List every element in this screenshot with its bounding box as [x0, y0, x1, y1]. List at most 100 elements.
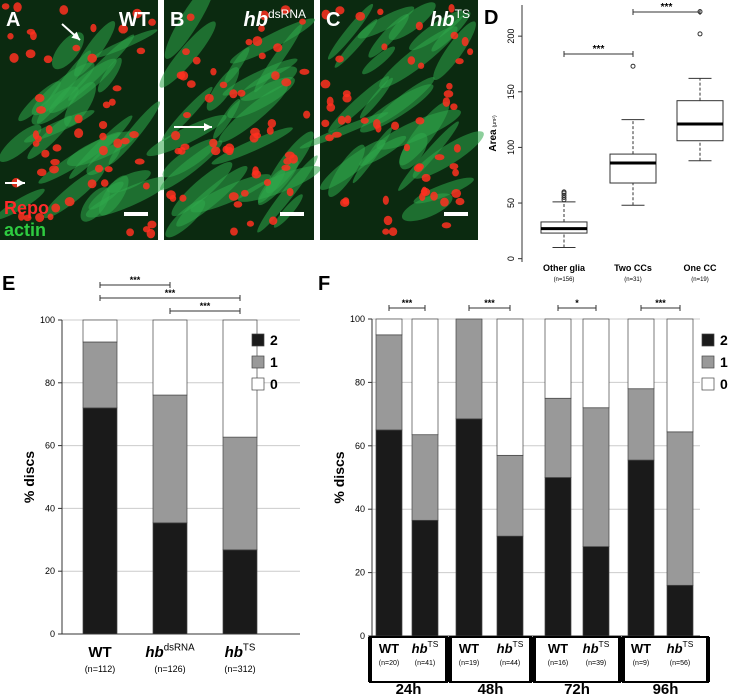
repo-nucleus: [186, 80, 196, 88]
actin-fiber: [431, 12, 471, 52]
y-axis-label: % discs: [21, 451, 37, 503]
repo-nucleus: [229, 89, 238, 99]
bar-segment: [544, 477, 572, 637]
category-superscript: TS: [428, 639, 439, 649]
repo-nucleus: [453, 144, 461, 153]
repo-nucleus: [94, 164, 104, 173]
repo-nucleus: [142, 182, 150, 190]
y-tick-label: 60: [45, 441, 55, 451]
repo-nucleus: [25, 49, 36, 59]
repo-nucleus: [35, 213, 45, 223]
category: hb: [412, 641, 428, 656]
repo-nucleus: [246, 220, 255, 227]
actin-fiber: [273, 194, 303, 228]
actin-fiber: [211, 127, 293, 165]
repo-nucleus: [273, 43, 283, 53]
repo-nucleus: [320, 79, 331, 89]
group-label: 48h: [478, 681, 504, 698]
repo-nucleus: [98, 145, 108, 156]
outlier: [697, 31, 703, 37]
repo-nucleus: [102, 101, 111, 109]
actin-fiber: [222, 58, 298, 96]
repo-nucleus: [421, 186, 428, 196]
y-tick-label: 40: [45, 503, 55, 513]
repo-nucleus: [332, 131, 342, 138]
repo-nucleus: [286, 187, 294, 197]
panel-label: E: [2, 273, 15, 295]
repo-nucleus: [388, 227, 398, 236]
significance-label: ***: [593, 44, 605, 55]
actin-fiber: [176, 165, 248, 227]
repo-nucleus: [166, 190, 176, 200]
repo-nucleus: [467, 48, 474, 56]
panel-label: F: [318, 273, 330, 295]
y-axis-label: % discs: [331, 451, 347, 503]
legend-label: 2: [270, 332, 278, 348]
repo-nucleus: [49, 165, 59, 174]
category-superscript: TS: [599, 639, 610, 649]
repo-nucleus: [381, 43, 388, 51]
repo-nucleus: [434, 154, 445, 161]
outlier: [630, 63, 636, 69]
x-tick-label: hbTS: [412, 639, 439, 656]
genotype-label: hbdsRNA: [244, 7, 306, 31]
category: WT: [548, 641, 568, 656]
repo-nucleus: [289, 154, 298, 164]
x-tick-note: (n=56): [670, 660, 690, 667]
category-superscript: dsRNA: [164, 642, 195, 653]
stain-label: Repo: [4, 198, 49, 218]
repo-nucleus: [303, 110, 311, 119]
x-tick-label: Other glia: [543, 263, 586, 273]
bar-segment: [82, 319, 118, 343]
repo-nucleus: [383, 215, 393, 226]
repo-nucleus: [321, 119, 330, 128]
repo-nucleus: [43, 55, 53, 64]
repo-nucleus: [98, 120, 108, 130]
category: hb: [583, 641, 599, 656]
actin-fiber: [362, 46, 396, 75]
repo-nucleus: [118, 24, 129, 34]
repo-nucleus: [204, 93, 214, 103]
actin-fiber: [399, 132, 428, 170]
repo-nucleus: [113, 138, 123, 149]
y-tick-label: 100: [506, 140, 516, 155]
actin-fiber: [359, 77, 393, 119]
repo-nucleus: [136, 47, 146, 55]
actin-fiber: [85, 176, 172, 218]
repo-nucleus: [461, 36, 469, 47]
actin-fiber: [97, 57, 122, 93]
legend-label: 1: [720, 354, 728, 370]
actin-fiber: [239, 66, 298, 101]
y-tick-label: 80: [45, 378, 55, 388]
repo-nucleus: [180, 143, 190, 151]
repo-nucleus: [344, 115, 352, 124]
repo-nucleus: [129, 131, 139, 139]
repo-nucleus: [126, 228, 134, 237]
repo-nucleus: [1, 3, 10, 10]
x-tick-note: (n=44): [500, 660, 520, 667]
repo-nucleus: [45, 125, 53, 135]
repo-nucleus: [176, 71, 186, 80]
repo-nucleus: [252, 166, 259, 176]
repo-nucleus: [148, 18, 156, 26]
repo-nucleus: [134, 158, 145, 165]
actin-fiber: [319, 139, 386, 190]
box: [609, 153, 657, 184]
actin-fiber: [433, 21, 476, 81]
actin-fiber: [0, 124, 42, 162]
x-tick-note: (n=112): [85, 664, 116, 674]
significance-label: ***: [200, 301, 211, 311]
repo-nucleus: [415, 21, 423, 31]
bar-segment: [496, 318, 524, 456]
repo-nucleus: [142, 226, 151, 233]
actin-fiber: [213, 98, 241, 139]
bar-segment: [411, 519, 439, 637]
y-tick-label: 60: [355, 441, 365, 451]
repo-nucleus: [108, 98, 116, 106]
repo-nucleus: [452, 168, 459, 177]
actin-fiber: [93, 29, 158, 58]
repo-nucleus: [415, 117, 425, 125]
repo-nucleus: [132, 8, 142, 19]
y-tick-label: 0: [360, 631, 365, 641]
panel-label: D: [484, 7, 498, 29]
